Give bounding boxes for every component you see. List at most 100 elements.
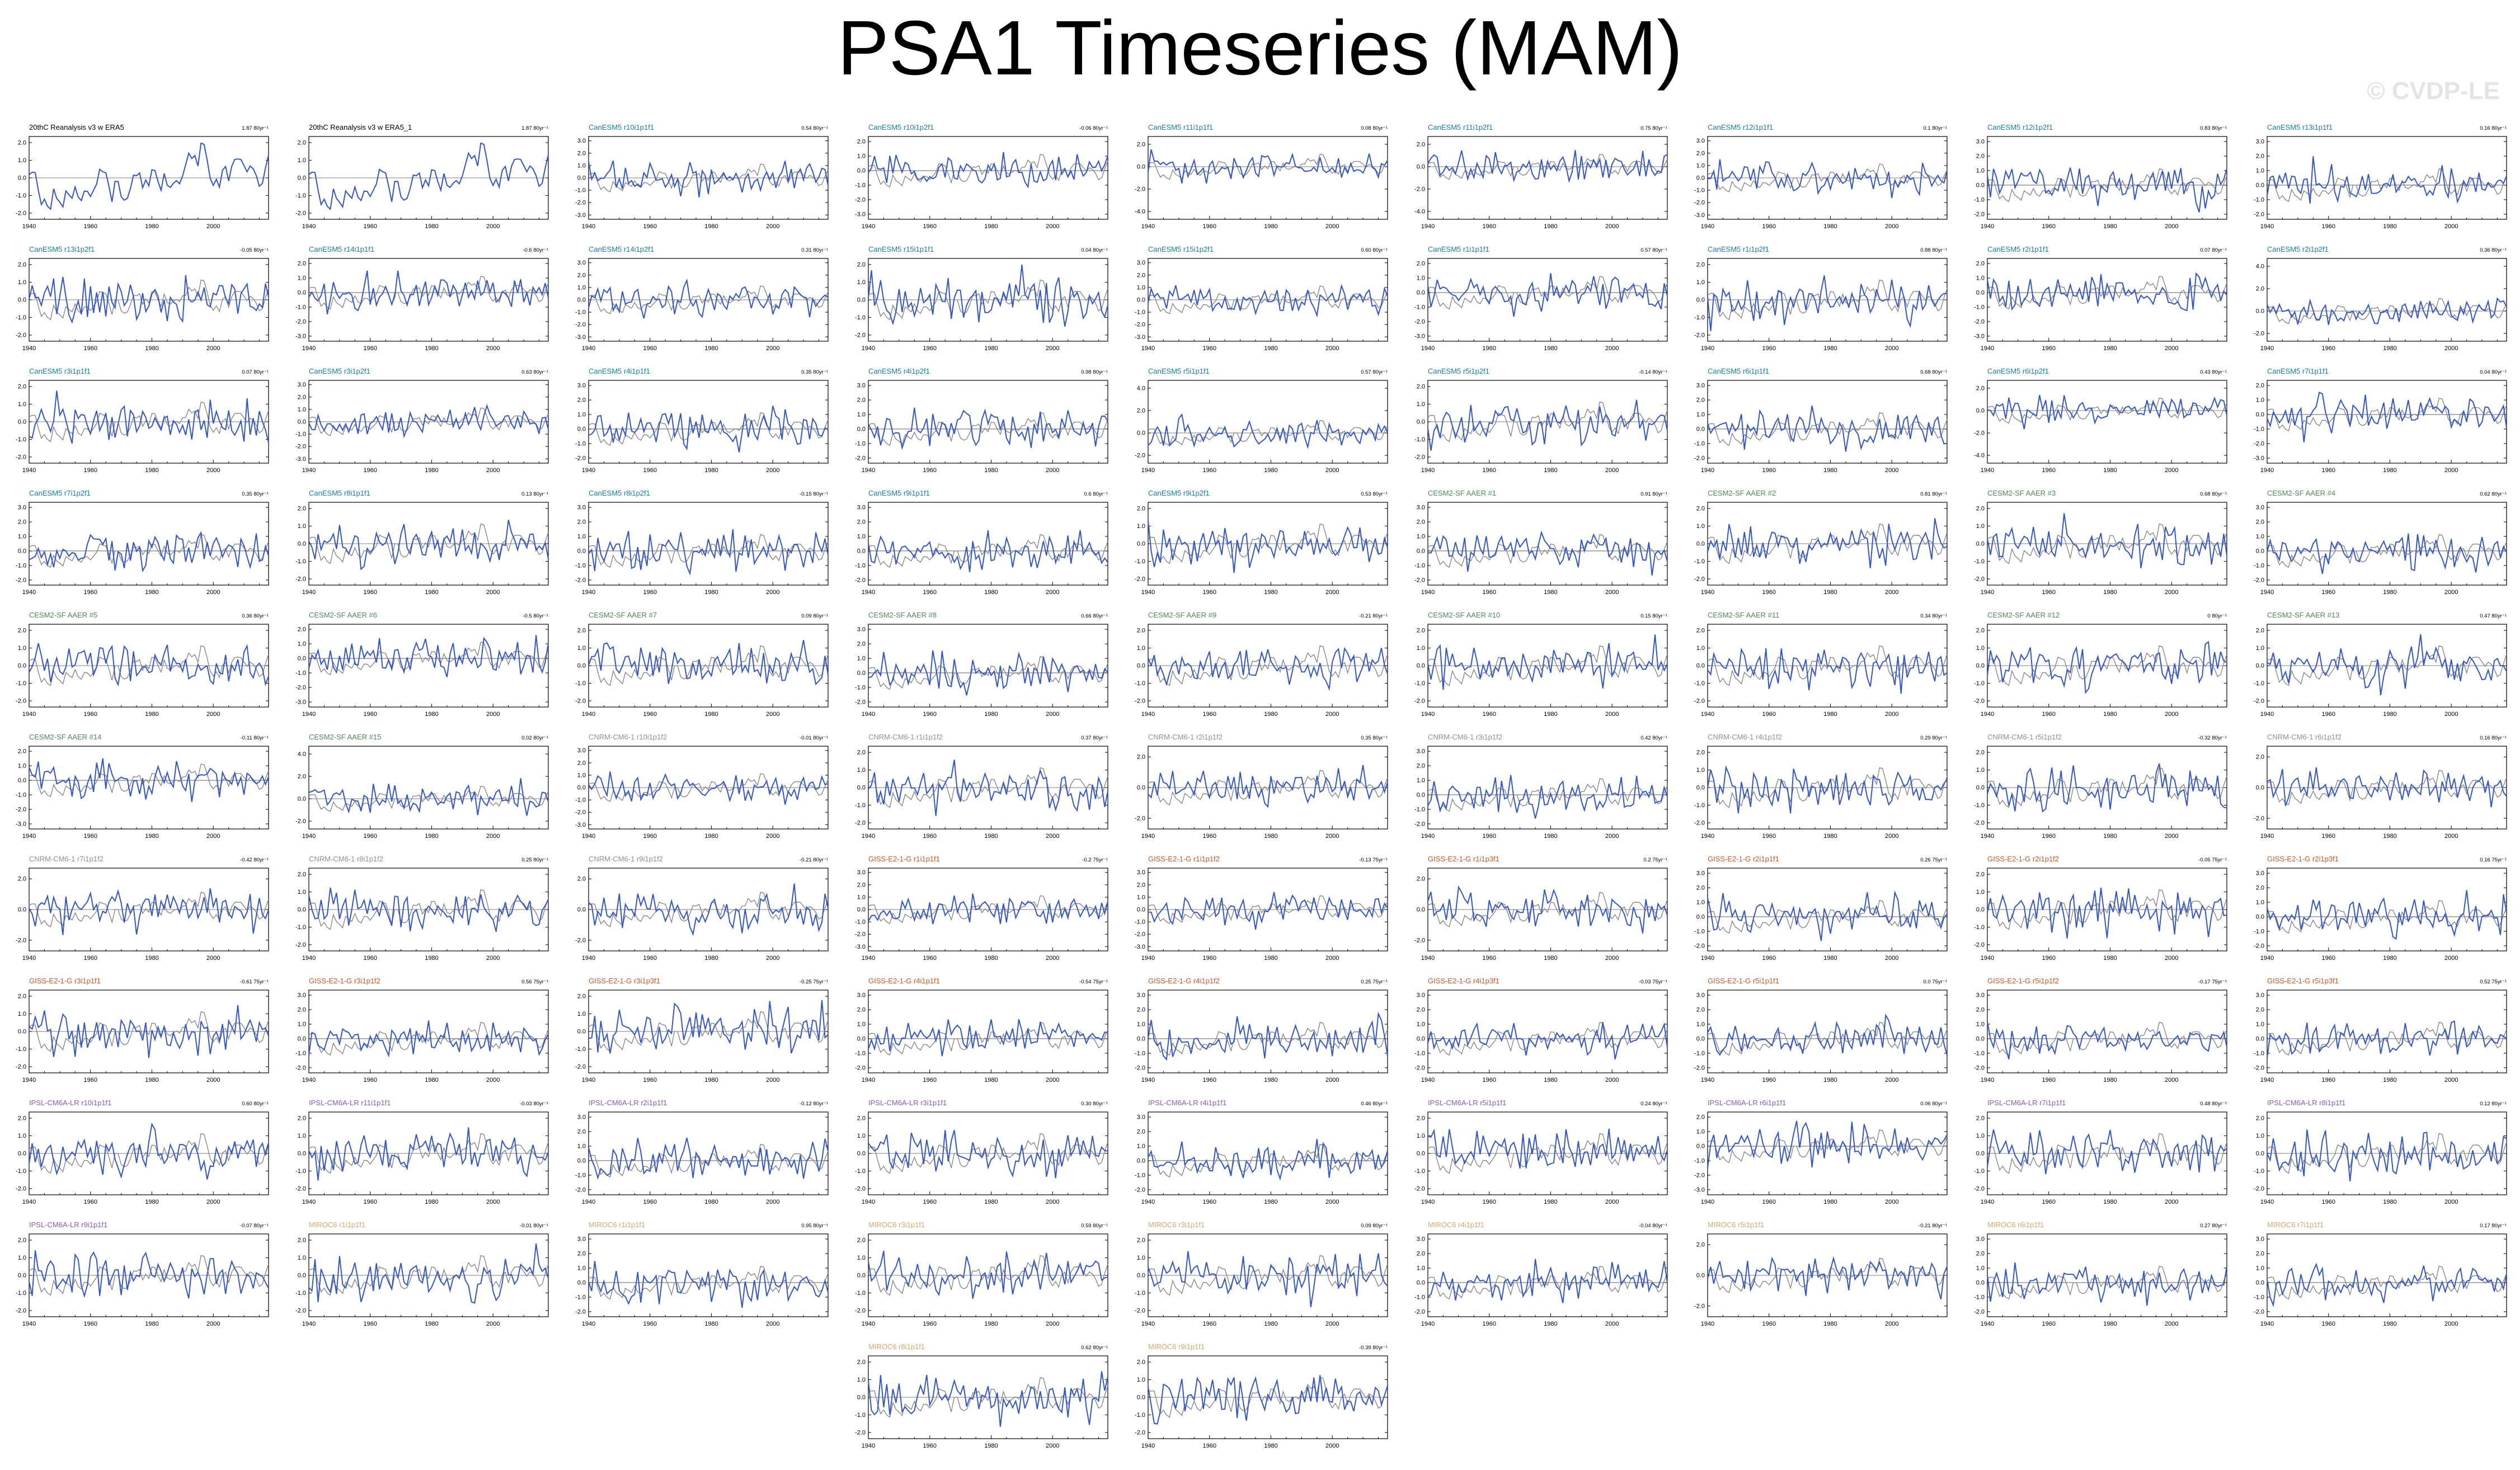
y-tick-label: -2.0 xyxy=(2254,943,2264,949)
y-tick-label: -2.0 xyxy=(1414,318,1425,325)
y-tick-label: 1.0 xyxy=(1696,412,1705,418)
x-tick-label: 2000 xyxy=(1325,467,1339,474)
panel-title: CanESM5 r15i1p2f1 xyxy=(1148,245,1214,253)
x-tick-label: 1980 xyxy=(425,1321,438,1327)
y-tick-label: -1.0 xyxy=(855,684,866,691)
y-tick-label: 1.0 xyxy=(577,1143,586,1150)
y-tick-label: 2.0 xyxy=(577,519,586,526)
y-tick-label: 2.0 xyxy=(1137,142,1145,148)
y-tick-label: -1.0 xyxy=(1135,680,1145,687)
x-tick-label: 2000 xyxy=(486,589,500,596)
obs-line xyxy=(1987,168,2227,202)
x-tick-label: 1980 xyxy=(145,467,158,474)
y-tick-label: 0.0 xyxy=(1417,907,1425,913)
obs-line xyxy=(1427,276,1668,310)
y-tick-label: 0.0 xyxy=(2256,412,2264,418)
model-line xyxy=(1427,530,1668,576)
x-tick-label: 2000 xyxy=(766,223,779,230)
x-tick-label: 2000 xyxy=(1325,833,1339,840)
panel-frame xyxy=(1148,380,1388,464)
x-tick-label: 1940 xyxy=(302,1077,316,1083)
y-tick-label: -1.0 xyxy=(855,562,866,569)
x-tick-label: 1940 xyxy=(582,711,595,718)
model-line xyxy=(308,142,549,210)
y-tick-label: 2.0 xyxy=(18,1115,26,1122)
x-tick-label: 2000 xyxy=(2165,711,2178,718)
model-line xyxy=(2267,297,2507,326)
model-line xyxy=(308,1243,549,1304)
x-tick-label: 1980 xyxy=(2103,589,2117,596)
y-tick-label: 0.0 xyxy=(18,297,26,304)
y-tick-label: 0.0 xyxy=(1417,791,1425,798)
y-tick-label: 1.0 xyxy=(1976,523,1985,530)
x-tick-label: 1960 xyxy=(1762,955,1776,962)
model-line xyxy=(588,1000,829,1054)
model-line xyxy=(1148,1139,1388,1181)
y-tick-label: 1.0 xyxy=(1696,767,1705,774)
y-tick-label: -3.0 xyxy=(575,334,586,341)
y-tick-label: -2.0 xyxy=(295,210,306,216)
x-tick-label: 1960 xyxy=(1483,467,1496,474)
y-tick-label: -2.0 xyxy=(1694,332,1705,338)
panel: CESM2-SF AAER #10 0.15 80yr⁻¹ 2.0 1.0 0.0 -1.… xyxy=(1414,611,1668,718)
panel-title: CESM2-SF AAER #12 xyxy=(1987,611,2060,619)
y-tick-label: 2.0 xyxy=(1417,519,1425,526)
y-tick-label: 2.0 xyxy=(1976,871,1985,878)
y-tick-label: 0.0 xyxy=(1417,1151,1425,1157)
y-tick-label: -1.0 xyxy=(855,1412,866,1419)
x-tick-label: 1960 xyxy=(1483,955,1496,962)
panel-title: CNRM-CM6-1 r10i1p1f2 xyxy=(589,733,667,741)
y-tick-label: 2.0 xyxy=(1137,1129,1145,1136)
panel-trend: 0.35 80yr⁻¹ xyxy=(242,491,269,497)
y-tick-label: -2.0 xyxy=(1414,454,1425,460)
x-tick-label: 1960 xyxy=(1203,1077,1216,1083)
y-tick-label: -3.0 xyxy=(295,456,306,463)
y-tick-label: -1.0 xyxy=(295,670,306,676)
y-tick-label: -2.0 xyxy=(575,322,586,328)
panel-trend: 1.87 80yr⁻¹ xyxy=(242,125,269,131)
model-line xyxy=(308,778,549,816)
y-tick-label: 2.0 xyxy=(1137,1237,1145,1244)
x-tick-label: 2000 xyxy=(2165,467,2178,474)
model-line xyxy=(588,406,829,453)
panel-trend: -0.01 80yr⁻¹ xyxy=(520,1223,548,1229)
obs-line xyxy=(588,285,829,314)
x-tick-label: 1960 xyxy=(2322,1321,2335,1327)
x-tick-label: 2000 xyxy=(1885,711,1898,718)
x-tick-label: 1980 xyxy=(425,833,438,840)
y-tick-label: 0.0 xyxy=(18,419,26,426)
y-tick-label: 0.0 xyxy=(857,670,866,676)
panel: MIROC6 r1i1p1f1 -0.01 80yr⁻¹ 2.0 1.0 0.0 -1.0… xyxy=(295,1221,549,1327)
panel: CESM2-SF AAER #1 0.91 80yr⁻¹ 3.0 2.0 1.0 0.0 -… xyxy=(1414,489,1668,596)
panel-trend: -0.11 80yr⁻¹ xyxy=(241,735,269,741)
y-tick-label: -2.0 xyxy=(855,699,866,705)
y-tick-label: 2.0 xyxy=(18,993,26,1000)
y-tick-label: 2.0 xyxy=(2256,153,2264,160)
obs-line xyxy=(1987,276,2227,310)
panel-title: CanESM5 r14i1p1f1 xyxy=(309,245,374,253)
y-tick-label: 3.0 xyxy=(2256,992,2264,999)
x-tick-label: 2000 xyxy=(2444,223,2458,230)
x-tick-label: 1940 xyxy=(862,833,875,840)
x-tick-label: 1980 xyxy=(1544,467,1557,474)
y-tick-label: 1.0 xyxy=(298,1133,306,1139)
panel-title: CanESM5 r6i1p1f1 xyxy=(1708,367,1769,375)
panel-title: CanESM5 r12i1p1f1 xyxy=(1708,123,1773,131)
y-tick-label: -2.0 xyxy=(855,819,866,826)
y-tick-label: 2.0 xyxy=(577,628,586,634)
y-tick-label: -2.0 xyxy=(855,332,866,338)
model-line xyxy=(1148,892,1388,930)
x-tick-label: 1960 xyxy=(364,833,377,840)
y-tick-label: -2.0 xyxy=(1694,576,1705,582)
model-line xyxy=(868,1251,1108,1299)
panel: GISS-E2-1-G r1i1p3f1 0.2 75yr⁻¹ 2.0 0.0 -2.0… xyxy=(1414,855,1668,962)
x-tick-label: 1980 xyxy=(425,223,438,230)
x-tick-label: 2000 xyxy=(2165,955,2178,962)
x-tick-label: 1980 xyxy=(1264,1443,1277,1449)
y-tick-label: -2.0 xyxy=(575,698,586,704)
x-tick-label: 1980 xyxy=(1823,1199,1837,1205)
model-line xyxy=(1148,1011,1388,1061)
panel-trend: -0.05 75yr⁻¹ xyxy=(2198,857,2227,863)
obs-line xyxy=(1148,1022,1388,1056)
y-tick-label: -2.0 xyxy=(16,1063,26,1070)
